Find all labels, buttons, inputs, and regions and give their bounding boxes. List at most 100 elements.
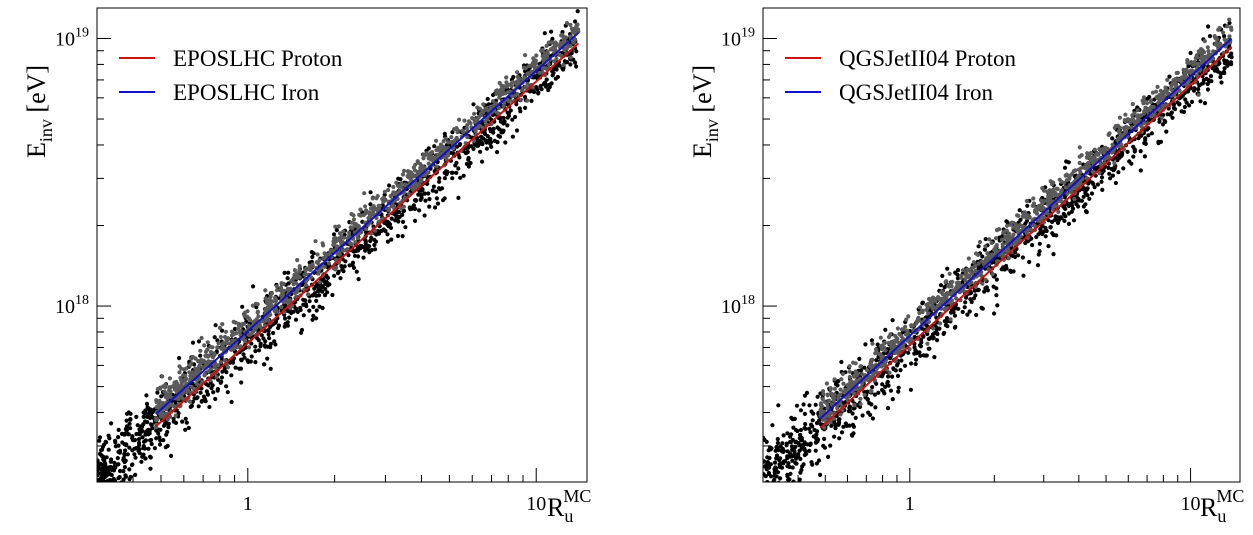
data-point [369,235,374,240]
data-point [573,60,578,65]
data-point [851,424,856,429]
data-point [953,270,958,275]
data-point [472,111,477,116]
data-point [890,397,895,402]
fit-line-proton [155,42,580,428]
data-point [124,418,129,423]
data-point [103,497,107,501]
data-point [97,435,103,440]
data-point [295,287,300,292]
data-point [927,296,932,302]
data-point [1143,105,1148,110]
data-point [1031,196,1036,201]
data-point [484,146,489,151]
data-point [444,169,449,174]
data-point [534,53,539,58]
data-point [299,330,304,335]
data-point [814,461,819,466]
data-point [965,312,970,317]
data-point [932,331,937,336]
data-point [814,421,820,426]
data-point [199,399,204,404]
data-point [574,49,579,54]
data-point [1069,201,1074,206]
data-point [1222,34,1227,39]
data-point [1155,84,1160,89]
data-point [207,404,212,410]
data-point [136,440,142,445]
data-point [836,379,841,384]
data-point [976,244,981,249]
data-point [266,328,271,333]
data-point [267,336,272,341]
data-point [1083,209,1089,214]
data-point [777,462,782,467]
data-point [862,392,867,397]
data-point [993,236,999,241]
data-point [157,435,162,440]
data-point [409,170,414,175]
data-point [108,464,113,470]
data-point [1201,80,1206,85]
data-point [1159,115,1164,120]
data-point [926,336,931,341]
data-point [128,411,133,416]
data-point [109,472,114,478]
data-point [212,365,217,370]
data-point [1196,87,1201,92]
data-point [391,184,396,190]
data-point [410,186,415,191]
data-point [338,276,343,281]
data-point [976,287,981,292]
data-point [161,438,166,443]
y-tick-label: 1019 [721,25,755,50]
data-point [264,315,269,321]
data-point [434,196,439,201]
data-point [179,366,184,371]
data-point [773,468,778,473]
data-point [367,244,372,249]
data-point [802,393,808,398]
data-point [355,247,360,252]
data-point [358,207,363,212]
data-point [363,239,368,244]
data-point [575,22,580,27]
plot-area [763,17,1234,494]
data-point [143,456,148,461]
data-point [503,140,508,145]
data-point [394,210,399,215]
data-point [941,331,946,336]
data-point [133,486,137,490]
data-point [144,401,150,406]
data-point [847,374,852,380]
data-point [1106,165,1111,170]
data-point [834,422,840,427]
data-point [268,341,273,346]
data-point [1205,87,1211,92]
data-point [368,206,373,211]
data-point [766,490,770,494]
data-point [1040,231,1045,237]
data-point [491,126,496,131]
data-point [430,188,435,193]
data-point [1198,50,1203,55]
data-point [833,426,838,431]
data-point [224,384,229,389]
data-point [466,156,471,161]
data-point [907,347,912,352]
data-point [776,403,781,408]
data-point [432,144,437,149]
data-point [908,387,913,392]
data-point [287,287,292,292]
data-point [434,164,439,169]
data-point [520,88,525,93]
data-point [199,386,204,391]
data-point [97,484,101,488]
data-point [285,298,290,303]
data-point [821,443,826,448]
data-point [222,366,227,371]
data-point [280,291,285,296]
data-point [163,411,169,416]
data-point [839,430,845,435]
data-point [964,274,969,280]
